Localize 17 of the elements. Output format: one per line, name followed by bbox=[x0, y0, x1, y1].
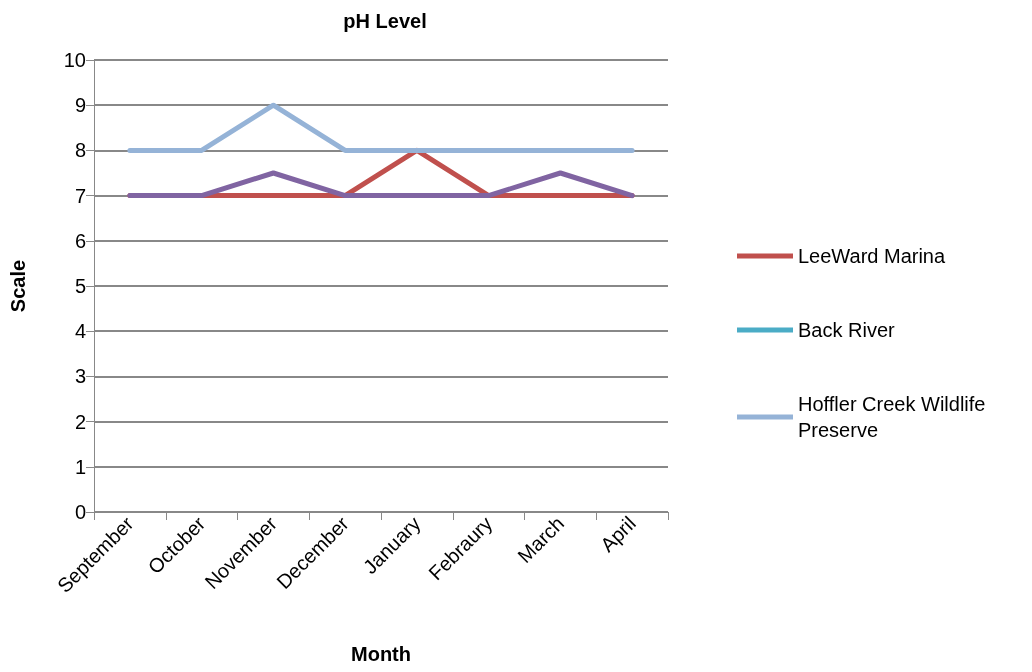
y-tick-label: 6 bbox=[74, 229, 86, 252]
y-tick-label: 7 bbox=[74, 184, 86, 207]
y-axis-title: Scale bbox=[7, 259, 29, 313]
y-tick-label: 4 bbox=[74, 320, 86, 343]
x-axis-title: Month bbox=[351, 643, 411, 665]
y-tick-label: 3 bbox=[74, 365, 86, 388]
y-tick-label: 8 bbox=[74, 139, 86, 162]
legend-label: Hoffler Creek Wildlife Preserve bbox=[798, 393, 992, 441]
y-tick-label: 9 bbox=[74, 94, 86, 117]
chart-title: pH Level bbox=[343, 10, 427, 32]
y-tick-label: 10 bbox=[63, 49, 86, 71]
y-tick-label: 1 bbox=[74, 455, 86, 478]
y-tick-label: 5 bbox=[74, 275, 86, 297]
legend-label: Back River bbox=[798, 319, 896, 341]
legend-label: LeeWard Marina bbox=[798, 245, 946, 267]
y-tick-label: 0 bbox=[74, 501, 86, 523]
y-tick-label: 2 bbox=[74, 410, 86, 433]
